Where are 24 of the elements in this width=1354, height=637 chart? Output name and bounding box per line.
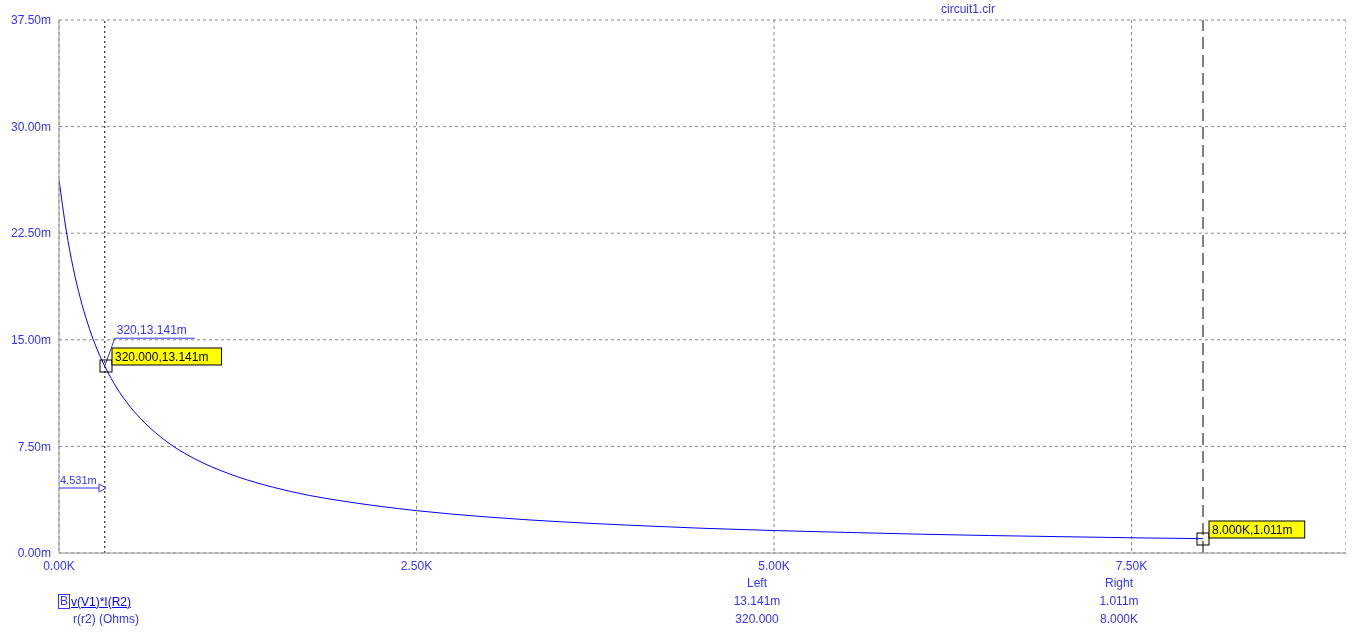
y-tick-label: 0.00m — [17, 546, 51, 561]
text: B — [58, 594, 71, 609]
y-tick-label: 22.50m — [10, 226, 51, 241]
y-tick-label: 30.00m — [10, 119, 51, 134]
annotation: 320.000,13.141m — [115, 350, 209, 364]
text: 13.141m — [732, 594, 782, 608]
text: Left — [746, 576, 768, 590]
x-axis-title: r(r2) (Ohms) — [73, 612, 139, 626]
y-tick-label: 15.00m — [10, 333, 51, 348]
y-tick-label: 37.50m — [10, 13, 51, 28]
annotation: 8.000K,1.011m — [1212, 523, 1293, 537]
chart-title: circuit1.cir — [940, 2, 996, 16]
x-tick-label: 2.50K — [400, 558, 433, 573]
text: 1.011m — [1098, 594, 1140, 608]
text: 8.000K — [1098, 612, 1139, 626]
text: 320.000 — [734, 612, 780, 626]
y-tick-label: 7.50m — [17, 439, 51, 454]
annotation: 320,13.141m — [116, 323, 187, 338]
x-tick-label: 7.50K — [1115, 558, 1148, 573]
text: Right — [1104, 576, 1134, 590]
x-tick-label: 5.00K — [758, 558, 790, 573]
x-tick-label: 0.00K — [43, 558, 75, 573]
text: v(V1)*I(R2) — [71, 594, 132, 609]
annotation: 4.531m — [60, 474, 97, 486]
